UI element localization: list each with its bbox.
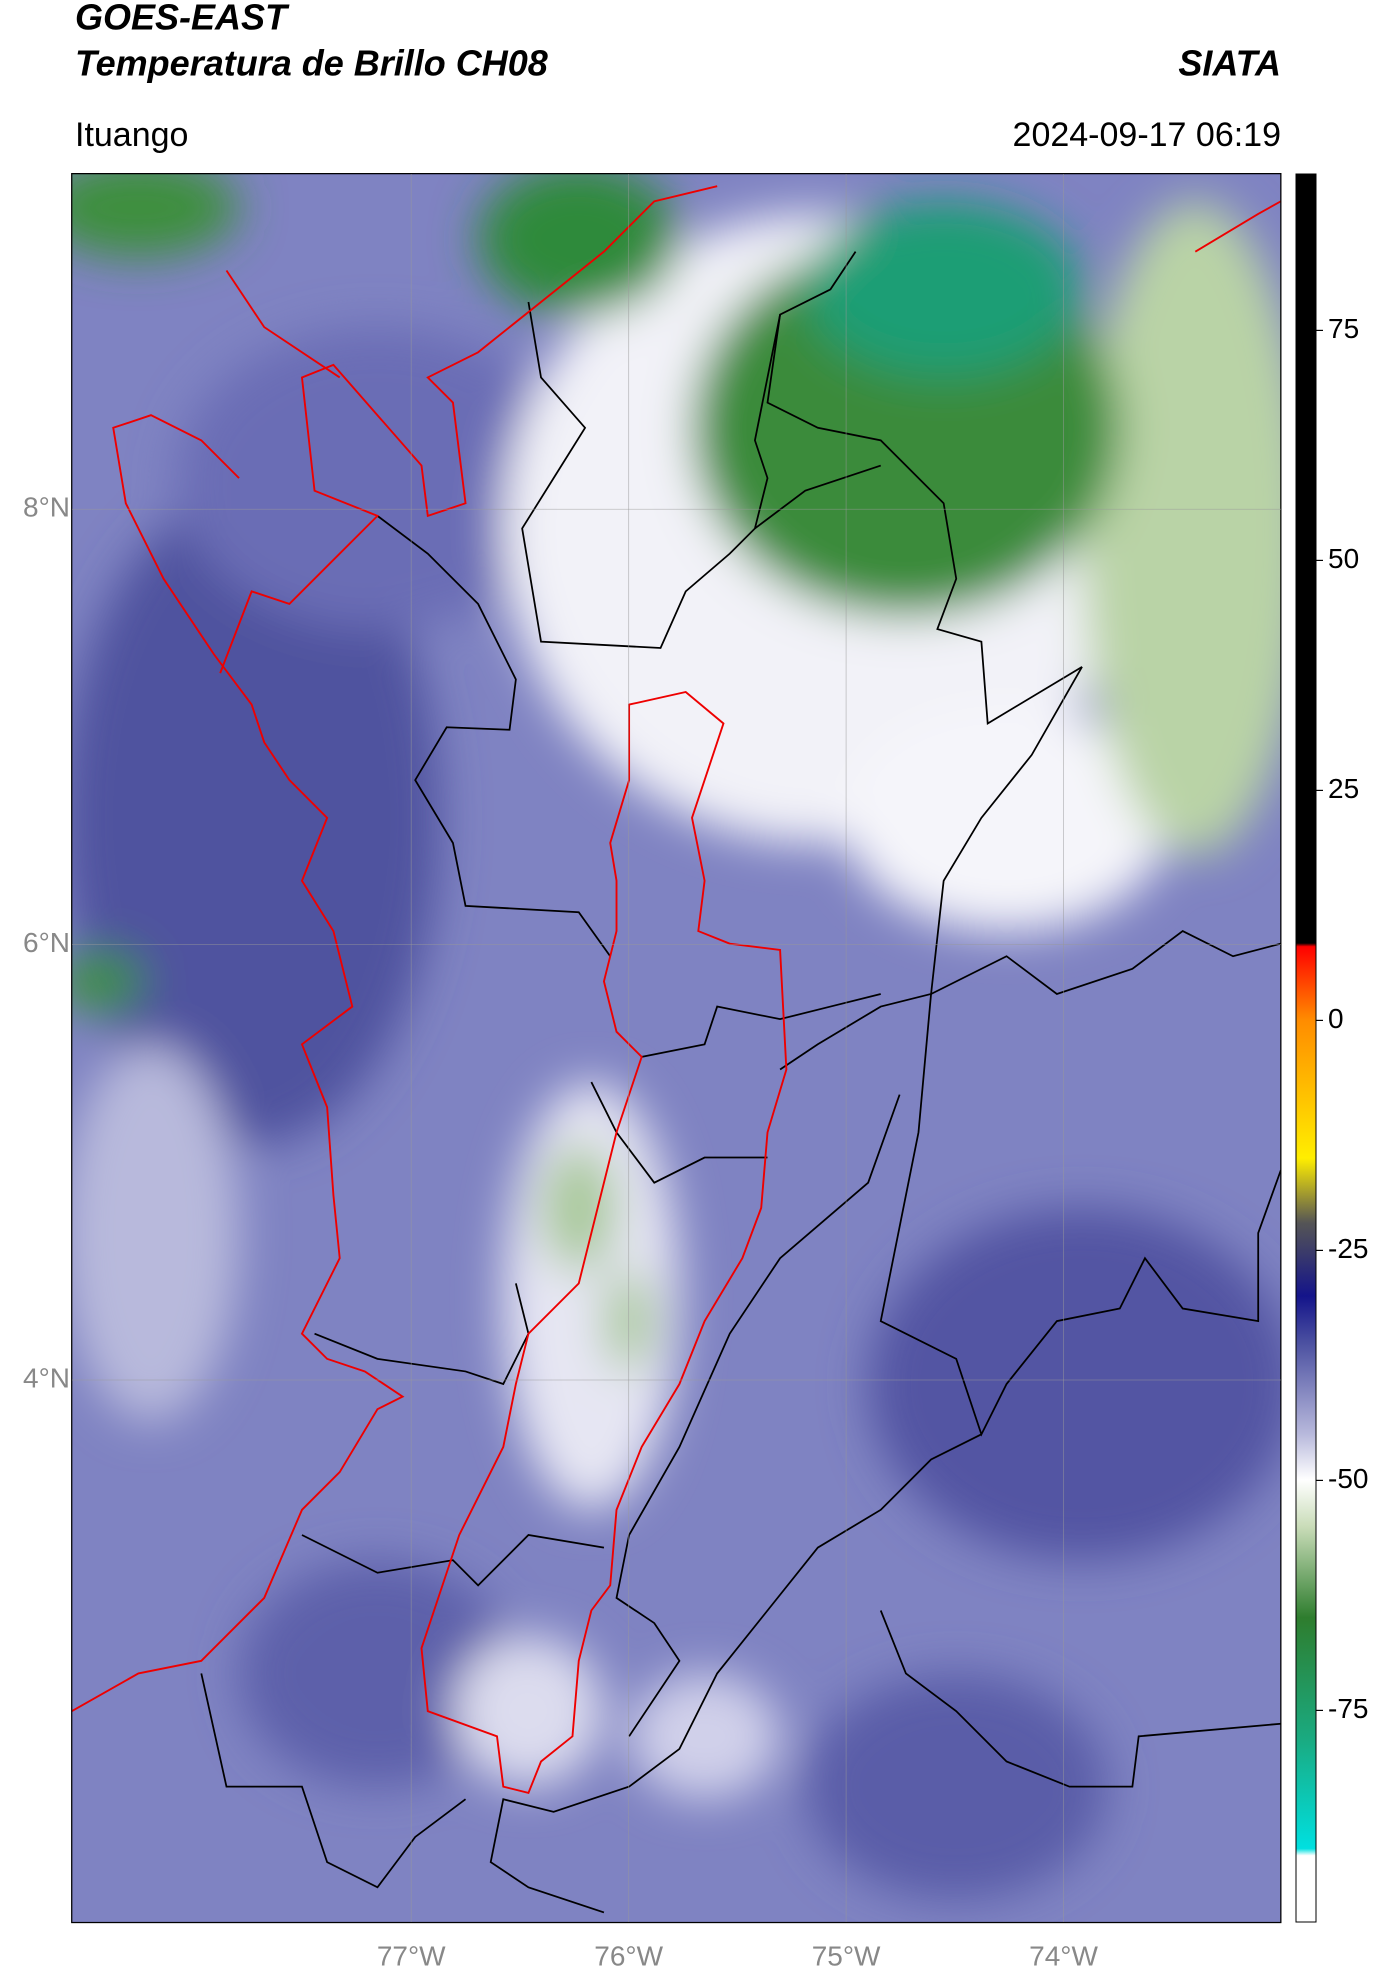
colorbar-tick-label: -75 [1328,1693,1368,1724]
colorbar-tick-label: 75 [1328,313,1359,344]
colorbar-tick-label: 0 [1328,1003,1344,1034]
location: Ituango [75,116,188,154]
x-tick-label: 77°W [377,1940,446,1971]
y-tick-label: 6°N [23,927,70,958]
colorbar-tick-label: -50 [1328,1463,1368,1494]
x-tick-label: 74°W [1029,1940,1098,1971]
map-imagery [71,173,1282,1924]
brand: SIATA [1178,43,1281,84]
colorbar-tick-label: -25 [1328,1233,1368,1264]
x-tick-label: 75°W [812,1940,881,1971]
colorbar-tick-label: 50 [1328,543,1359,574]
colorbar-tick-label: 25 [1328,773,1359,804]
colorbar [1295,173,1317,1923]
title: GOES-EAST [75,0,290,38]
datetime: 2024-09-17 06:19 [1013,116,1281,154]
x-tick-label: 76°W [594,1940,663,1971]
y-tick-label: 8°N [23,492,70,523]
subtitle: Temperatura de Brillo CH08 [75,43,548,84]
y-tick-label: 4°N [23,1362,70,1393]
